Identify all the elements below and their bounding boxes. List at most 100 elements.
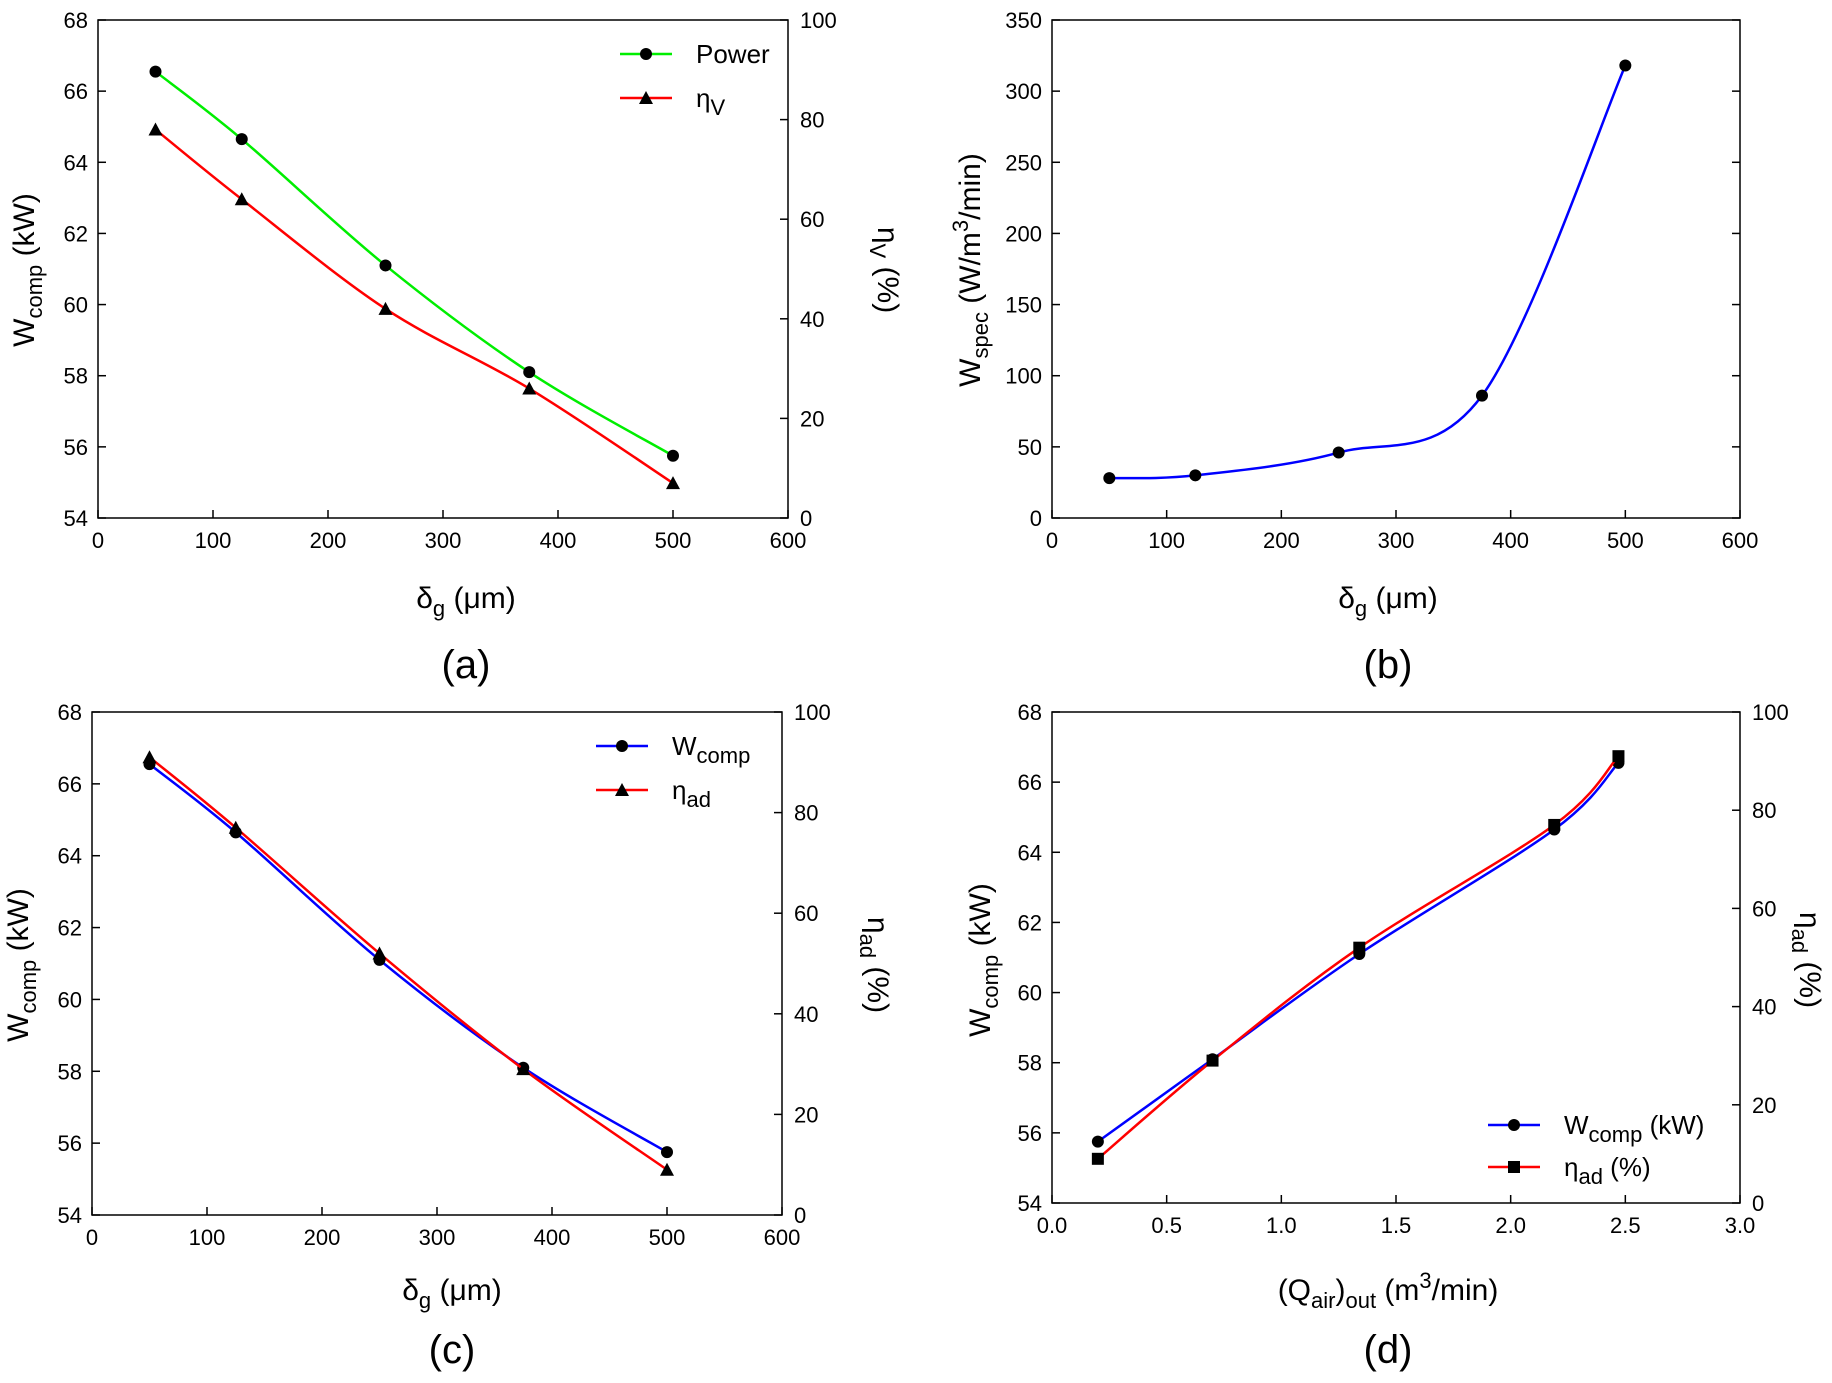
y2-axis-title: ηad (%) [855,917,894,1013]
data-point [148,122,163,136]
y-axis-title: Wcomp (kW) [964,883,1003,1037]
x-tick-label: 2.5 [1610,1213,1641,1238]
y2-tick-label: 80 [1752,798,1776,823]
legend-label: ηad (%) [1564,1152,1651,1189]
y2-tick-label: 20 [1752,1093,1776,1118]
x-tick-label: 200 [310,528,347,553]
legend-label: ηV [696,83,725,120]
y-tick-label: 64 [1018,840,1042,865]
legend-marker [1508,1119,1520,1131]
legend-marker [615,783,629,796]
y2-tick-label: 40 [794,1002,818,1027]
y2-tick-label: 20 [800,406,824,431]
y-tick-label: 150 [1005,293,1042,318]
data-point [1091,1152,1104,1165]
data-point [372,946,387,960]
x-tick-label: 1.0 [1266,1213,1297,1238]
data-point [516,1062,531,1076]
plot-frame [97,19,789,519]
y-tick-label: 250 [1005,150,1042,175]
y-tick-label: 60 [64,293,88,318]
x-tick-label: 200 [1263,528,1300,553]
x-tick-label: 100 [195,528,232,553]
y2-tick-label: 100 [1752,700,1789,725]
data-point [661,1146,673,1159]
panel-caption: (c) [429,1328,476,1372]
y-tick-label: 64 [64,150,88,175]
y-tick-label: 58 [64,364,88,389]
data-point [1548,818,1561,831]
data-point [149,65,162,78]
y-axis-title: Wspec (W/m3/min) [948,153,993,387]
y-tick-label: 0 [1030,506,1042,531]
x-tick-label: 1.5 [1381,1213,1412,1238]
y-tick-label: 64 [58,844,82,869]
x-axis-title: δg (μm) [402,1274,502,1313]
y-tick-label: 56 [1018,1121,1042,1146]
data-point [1091,1135,1104,1148]
data-point [1476,389,1488,402]
data-point [666,476,680,490]
x-axis-title: δg (μm) [416,582,516,621]
y-tick-label: 62 [58,916,82,941]
series-line [154,70,674,457]
x-tick-label: 400 [1492,528,1529,553]
y-axis-title: Wcomp (kW) [2,888,41,1042]
panel-b: 0 100 200 300 400 500 600 0 50 100 150 200 250 300 350… [948,8,1758,687]
y2-axis-title: ηV (%) [865,227,904,313]
x-tick-label: 100 [1148,528,1185,553]
y-tick-label: 54 [64,506,88,531]
x-tick-label: 400 [534,1225,571,1250]
panel-d: 0.0 0.5 1.0 1.5 2.0 2.5 3.0 54 56 58 60 62 64 66 68 0 20… [964,700,1826,1372]
y-tick-label: 66 [64,79,88,104]
panel-caption: (a) [442,643,491,687]
x-tick-label: 0.5 [1151,1213,1182,1238]
y2-tick-label: 80 [800,108,824,133]
plot-frame [1051,19,1741,519]
data-point [1612,750,1625,763]
data-point [1353,941,1366,954]
y-tick-label: 56 [58,1131,82,1156]
legend-marker [616,740,628,752]
y-axis-title: Wcomp (kW) [8,193,47,347]
legend-marker [1508,1161,1520,1173]
x-tick-label: 500 [655,528,692,553]
x-tick-label: 600 [770,528,807,553]
x-axis-title: (Qair)out (m3/min) [1278,1268,1499,1313]
data-point [379,259,392,272]
y2-tick-label: 0 [800,506,812,531]
x-tick-label: 0.0 [1037,1213,1068,1238]
x-tick-label: 2.0 [1495,1213,1526,1238]
x-tick-label: 300 [419,1225,456,1250]
series-line [154,128,674,485]
x-tick-label: 200 [304,1225,341,1250]
data-point [228,820,243,834]
x-tick-label: 0 [92,528,104,553]
y-tick-label: 350 [1005,8,1042,33]
y-tick-label: 62 [64,221,88,246]
x-tick-label: 300 [1378,528,1415,553]
y2-tick-label: 0 [1752,1191,1764,1216]
legend-label: Power [696,39,770,69]
legend-marker [639,91,653,104]
y2-tick-label: 100 [794,700,831,725]
y-tick-label: 300 [1005,79,1042,104]
data-point [378,301,393,315]
panel-a: 0 100 200 300 400 500 600 54 56 58 60 62 64 66 68 0 20 40… [8,8,904,687]
data-point [235,133,248,146]
legend-label: Wcomp (kW) [1564,1110,1704,1147]
y-tick-label: 54 [58,1203,82,1228]
y-tick-label: 68 [64,8,88,33]
legend-label: Wcomp [672,731,750,768]
x-tick-label: 600 [764,1225,801,1250]
y2-tick-label: 40 [1752,995,1776,1020]
series-line [148,763,668,1154]
panel-caption: (b) [1364,643,1413,687]
y-tick-label: 62 [1018,910,1042,935]
y-tick-label: 56 [64,435,88,460]
data-point [660,1162,674,1176]
x-tick-label: 0 [1046,528,1058,553]
data-point [1206,1054,1219,1067]
y2-tick-label: 60 [1752,896,1776,921]
